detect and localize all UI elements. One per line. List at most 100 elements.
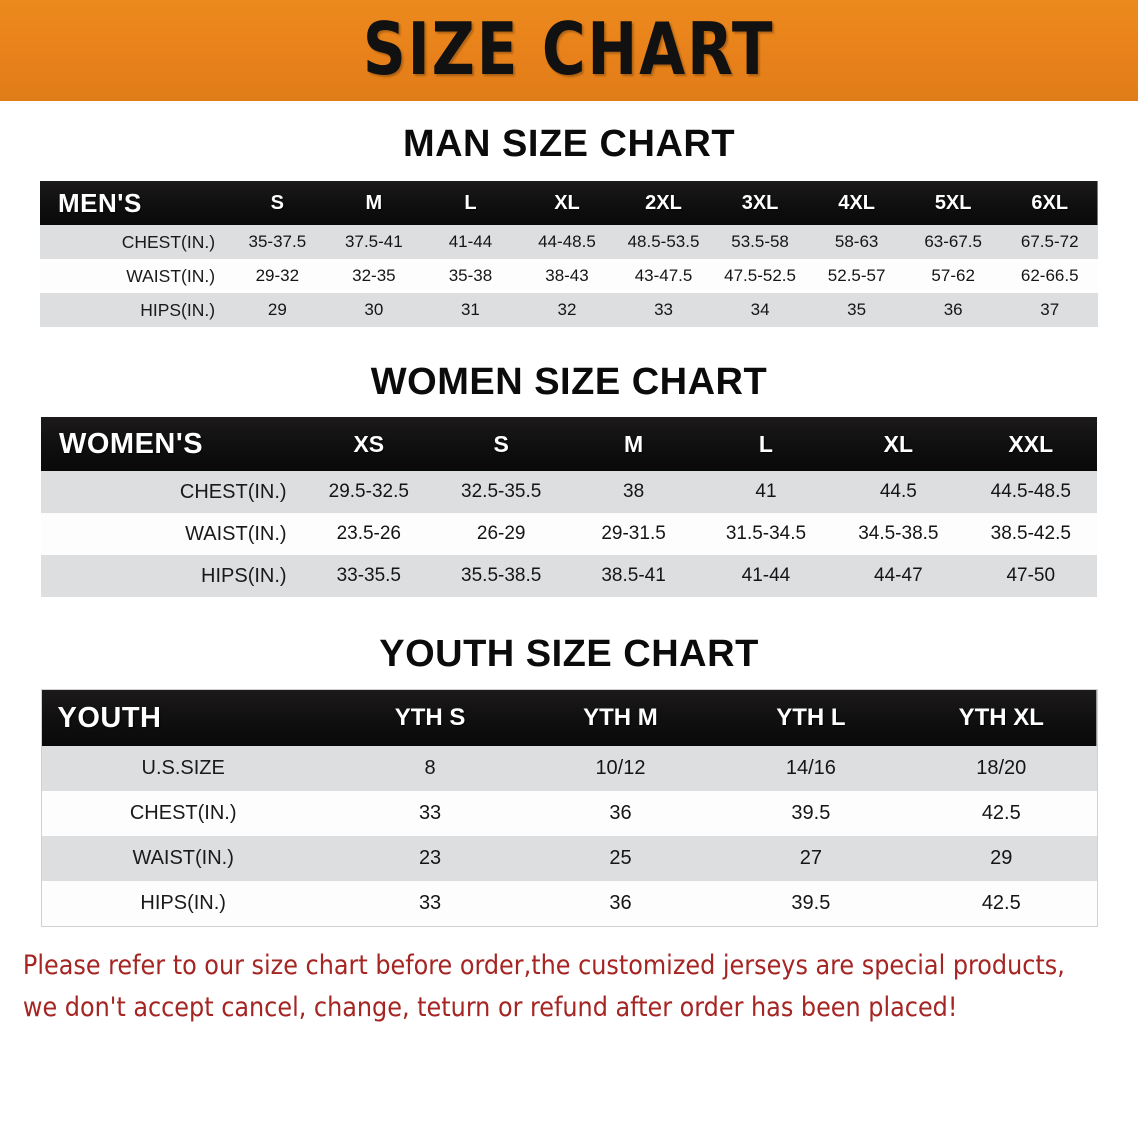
men-size-header: 6XL xyxy=(1031,191,1069,214)
youth-measurement-cell: 29 xyxy=(990,847,1013,869)
men-measurement-cell: 38-43 xyxy=(545,266,589,285)
women-measurement-cell: 38.5-41 xyxy=(601,565,666,586)
men-row-label: HIPS(IN.) xyxy=(140,299,216,320)
youth-size-table-grid: YOUTH YTH S YTH M YTH L YTH XL U.S.SIZE 8 10/12… xyxy=(41,690,1097,926)
youth-size-header: YTH XL xyxy=(958,704,1044,731)
youth-measurement-cell: 42.5 xyxy=(981,802,1021,824)
women-measurement-cell: 47-50 xyxy=(1006,565,1056,586)
youth-measurement-cell: 33 xyxy=(418,892,442,914)
men-measurement-cell: 57-62 xyxy=(931,266,975,285)
women-section-title: WOMEN SIZE CHART xyxy=(370,361,768,403)
man-size-table-grid: MEN'S S M L XL 2XL 3XL 4XL 5XL 6XL CHEST(IN.) 35-37… xyxy=(40,181,1098,327)
men-measurement-cell: 48.5-53.5 xyxy=(627,232,700,251)
men-size-header: 5XL xyxy=(934,191,972,214)
youth-measurement-cell: 42.5 xyxy=(981,892,1021,914)
man-section-title: MAN SIZE CHART xyxy=(402,123,736,165)
men-measurement-cell: 53.5-58 xyxy=(731,232,789,251)
women-measurement-cell: 29.5-32.5 xyxy=(328,481,409,502)
table-row: CHEST(IN.) 33 36 39.5 42.5 xyxy=(41,791,1097,836)
men-measurement-cell: 44-48.5 xyxy=(538,232,596,251)
youth-measurement-cell: 39.5 xyxy=(791,892,831,914)
men-corner-label: MEN'S xyxy=(58,187,142,218)
man-size-table: MEN'S S M L XL 2XL 3XL 4XL 5XL 6XL CHEST(IN.) 35-37… xyxy=(40,181,1098,327)
youth-size-header: YTH M xyxy=(583,704,658,731)
men-size-header: XL xyxy=(554,191,580,214)
men-measurement-cell: 31 xyxy=(460,300,480,319)
women-header-row: WOMEN'S XS S M L XL XXL xyxy=(41,417,1097,471)
women-measurement-cell: 38 xyxy=(623,481,645,502)
table-row: U.S.SIZE 8 10/12 14/16 18/20 xyxy=(41,746,1097,791)
men-row-label: WAIST(IN.) xyxy=(126,265,216,286)
women-measurement-cell: 26-29 xyxy=(476,523,526,544)
men-size-header: 4XL xyxy=(838,191,875,214)
men-measurement-cell: 35-38 xyxy=(448,266,493,285)
men-measurement-cell: 52.5-57 xyxy=(827,266,886,285)
men-measurement-cell: 36 xyxy=(943,300,963,319)
youth-row-label: U.S.SIZE xyxy=(141,757,225,779)
men-measurement-cell: 43-47.5 xyxy=(634,266,693,285)
table-row: WAIST(IN.) 23.5-26 26-29 29-31.5 31.5-34.5 34… xyxy=(41,513,1097,555)
table-row: WAIST(IN.) 29-32 32-35 35-38 38-43 43-47.5 47.… xyxy=(40,259,1098,293)
men-measurement-cell: 62-66.5 xyxy=(1020,266,1079,285)
men-size-header: 2XL xyxy=(645,191,682,214)
youth-measurement-cell: 10/12 xyxy=(595,757,646,779)
women-size-table: WOMEN'S XS S M L XL XXL CHEST(IN.) 29.5-32.5 32.5… xyxy=(41,417,1097,597)
women-row-label: WAIST(IN.) xyxy=(185,522,287,545)
women-measurement-cell: 44-47 xyxy=(874,565,923,586)
women-size-header: L xyxy=(758,430,773,457)
women-measurement-cell: 41 xyxy=(755,481,777,502)
women-measurement-cell: 23.5-26 xyxy=(336,523,402,544)
table-row: CHEST(IN.) 35-37.5 37.5-41 41-44 44-48.5 48.5… xyxy=(40,225,1098,259)
men-measurement-cell: 34 xyxy=(750,300,770,319)
women-row-label: HIPS(IN.) xyxy=(201,564,287,587)
women-size-table-grid: WOMEN'S XS S M L XL XXL CHEST(IN.) 29.5-32.5 32.5… xyxy=(41,417,1097,597)
women-measurement-cell: 29-31.5 xyxy=(601,523,666,544)
disclaimer-line-2: we don't accept cancel, change, teturn o… xyxy=(22,991,958,1023)
youth-measurement-cell: 23 xyxy=(418,847,442,869)
men-measurement-cell: 32-35 xyxy=(352,266,396,285)
men-measurement-cell: 41-44 xyxy=(448,232,493,251)
page-banner: SIZE CHART xyxy=(0,0,1138,101)
men-measurement-cell: 35-37.5 xyxy=(248,232,307,251)
youth-measurement-cell: 14/16 xyxy=(785,757,836,779)
youth-size-header: YTH L xyxy=(776,704,846,731)
women-measurement-cell: 38.5-42.5 xyxy=(990,523,1071,544)
youth-header-row: YOUTH YTH S YTH M YTH L YTH XL xyxy=(41,690,1097,746)
men-measurement-cell: 63-67.5 xyxy=(924,232,982,251)
women-measurement-cell: 44.5-48.5 xyxy=(990,481,1071,502)
table-row: CHEST(IN.) 29.5-32.5 32.5-35.5 38 41 44.5 44.5… xyxy=(41,471,1097,513)
women-measurement-cell: 33-35.5 xyxy=(336,565,402,586)
women-size-header: XXL xyxy=(1008,430,1054,457)
men-size-header: 3XL xyxy=(741,191,779,214)
youth-measurement-cell: 27 xyxy=(799,847,822,869)
men-measurement-cell: 58-63 xyxy=(834,232,879,251)
youth-measurement-cell: 36 xyxy=(609,892,632,914)
women-measurement-cell: 32.5-35.5 xyxy=(461,481,542,502)
women-size-header: S xyxy=(493,430,509,457)
youth-row-label: WAIST(IN.) xyxy=(132,847,234,869)
men-measurement-cell: 67.5-72 xyxy=(1020,232,1079,251)
women-measurement-cell: 35.5-38.5 xyxy=(461,565,542,586)
table-row: HIPS(IN.) 33-35.5 35.5-38.5 38.5-41 41-44 44-… xyxy=(41,555,1097,597)
women-measurement-cell: 41-44 xyxy=(741,565,791,586)
youth-size-header: YTH S xyxy=(394,704,466,731)
men-size-header: M xyxy=(365,191,383,214)
women-measurement-cell: 31.5-34.5 xyxy=(725,523,807,544)
men-size-header: L xyxy=(464,191,477,214)
table-row: HIPS(IN.) 33 36 39.5 42.5 xyxy=(41,881,1097,926)
men-measurement-cell: 37 xyxy=(1040,300,1060,319)
men-measurement-cell: 30 xyxy=(364,300,384,319)
men-measurement-cell: 35 xyxy=(847,300,867,319)
men-measurement-cell: 37.5-41 xyxy=(345,232,403,251)
youth-row-label: HIPS(IN.) xyxy=(140,892,226,914)
youth-row-label: CHEST(IN.) xyxy=(129,802,237,824)
men-size-header: S xyxy=(270,191,284,214)
youth-measurement-cell: 39.5 xyxy=(791,802,831,824)
disclaimer: Please refer to our size chart before or… xyxy=(17,945,1104,1029)
men-measurement-cell: 29 xyxy=(267,300,287,319)
table-row: WAIST(IN.) 23 25 27 29 xyxy=(41,836,1097,881)
women-row-label: CHEST(IN.) xyxy=(179,480,287,503)
men-measurement-cell: 29-32 xyxy=(255,266,300,285)
youth-measurement-cell: 36 xyxy=(609,802,632,824)
men-header-row: MEN'S S M L XL 2XL 3XL 4XL 5XL 6XL xyxy=(40,181,1098,225)
